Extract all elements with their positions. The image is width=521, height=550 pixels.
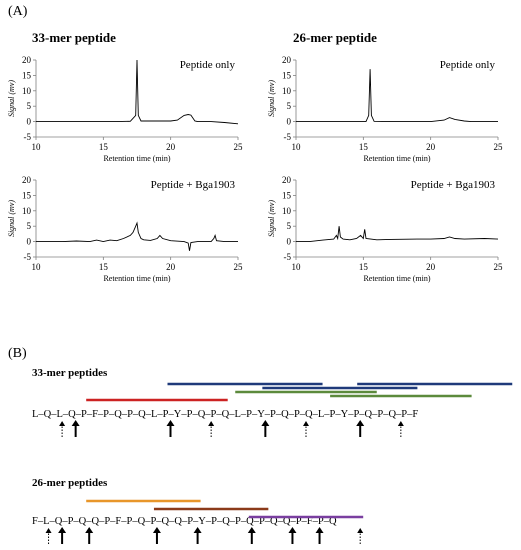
x-tick-label: 10 xyxy=(292,142,302,152)
x-tick-label: 25 xyxy=(494,142,504,152)
y-tick-label: 20 xyxy=(22,175,32,185)
series-line xyxy=(36,221,238,251)
y-tick-label: 15 xyxy=(282,70,292,80)
series-line xyxy=(296,226,499,243)
series-line xyxy=(296,69,498,123)
solid-arrow-head xyxy=(247,527,256,533)
y-tick-label: 0 xyxy=(27,237,32,247)
x-tick-label: 25 xyxy=(234,142,244,152)
y-tick-label: 10 xyxy=(22,86,32,96)
dotted-arrow-head xyxy=(303,421,309,426)
chart-26mer-peptide-bga1903: -5 0 5 10 15 20 10 15 20 25 Retention time (min) Si… xyxy=(267,175,504,283)
y-axis-label: Signal (mv) xyxy=(7,80,16,117)
series-line xyxy=(36,59,239,125)
y-axis-label: Signal (mv) xyxy=(267,200,276,237)
sequence-33-diagram: L–Q–L–Q–P–F–P–Q–P–Q–L–P–Y–P–Q–P–Q–L–P–Y–… xyxy=(32,382,513,437)
solid-arrow-head xyxy=(166,420,175,426)
x-tick-label: 15 xyxy=(99,262,109,272)
y-tick-label: -5 xyxy=(284,252,292,262)
dotted-arrow-head xyxy=(208,421,215,426)
dotted-arrow-head xyxy=(357,528,364,533)
sequence-text: L–Q–L–Q–P–F–P–Q–P–Q–L–P–Y–P–Q–P–Q–L–P–Y–… xyxy=(32,409,418,420)
chart-26mer-peptide-only: -5 0 5 10 15 20 10 15 20 25 Retention time (min) Si… xyxy=(267,55,504,163)
y-tick-label: 5 xyxy=(27,101,32,111)
y-tick-label: 5 xyxy=(27,221,32,231)
panel-b-label: (B) xyxy=(8,346,27,361)
solid-arrow-head xyxy=(58,527,67,533)
chart-33mer-peptide-bga1903: -5 0 5 10 15 20 10 15 20 25 Retention time (min) Si… xyxy=(7,175,244,283)
x-tick-label: 10 xyxy=(32,262,42,272)
solid-arrow-head xyxy=(193,527,202,533)
legend-label: Peptide only xyxy=(440,59,496,71)
y-tick-label: 5 xyxy=(287,221,292,231)
x-axis-label: Retention time (min) xyxy=(363,274,430,283)
solid-arrow-head xyxy=(152,527,161,533)
x-tick-label: 25 xyxy=(494,262,504,272)
sequence-33-title: 33-mer peptides xyxy=(32,367,108,379)
x-tick-label: 15 xyxy=(359,262,369,272)
y-tick-label: 15 xyxy=(282,190,292,200)
y-tick-label: 15 xyxy=(22,190,32,200)
y-axis-label: Signal (mv) xyxy=(7,200,16,237)
y-tick-label: 0 xyxy=(27,117,32,127)
chart-title-33mer: 33-mer peptide xyxy=(32,30,116,45)
dotted-arrow-head xyxy=(59,421,66,426)
x-tick-label: 20 xyxy=(426,262,436,272)
x-tick-label: 10 xyxy=(292,262,302,272)
x-axis-label: Retention time (min) xyxy=(103,274,170,283)
x-tick-label: 15 xyxy=(359,142,369,152)
y-tick-label: 5 xyxy=(287,101,292,111)
sequence-text: F–L–Q–P–Q–Q–P–F–P–Q–P–Q–Q–P–Y–P–Q–P–Q–P–… xyxy=(32,516,337,527)
dotted-arrow-head xyxy=(397,421,404,426)
y-tick-label: 0 xyxy=(287,117,292,127)
y-tick-label: 20 xyxy=(282,55,292,65)
dotted-arrow-head xyxy=(45,528,52,533)
x-tick-label: 20 xyxy=(426,142,436,152)
x-tick-label: 15 xyxy=(99,142,109,152)
y-tick-label: 15 xyxy=(22,70,32,80)
legend-label: Peptide + Bga1903 xyxy=(411,179,496,191)
legend-label: Peptide + Bga1903 xyxy=(151,179,236,191)
panel-a-label: (A) xyxy=(8,4,28,19)
chart-title-26mer: 26-mer peptide xyxy=(293,30,377,45)
y-tick-label: 0 xyxy=(287,237,292,247)
x-tick-label: 10 xyxy=(32,142,42,152)
y-tick-label: 10 xyxy=(282,86,292,96)
legend-label: Peptide only xyxy=(180,59,236,71)
y-tick-label: -5 xyxy=(24,252,32,262)
sequence-26-title: 26-mer peptides xyxy=(32,477,108,489)
x-axis-label: Retention time (min) xyxy=(363,154,430,163)
y-tick-label: -5 xyxy=(284,132,292,142)
x-axis-label: Retention time (min) xyxy=(103,154,170,163)
x-tick-label: 20 xyxy=(166,262,176,272)
x-tick-label: 25 xyxy=(234,262,244,272)
solid-arrow-head xyxy=(71,420,80,426)
sequence-26-diagram: F–L–Q–P–Q–Q–P–F–P–Q–P–Q–Q–P–Y–P–Q–P–Q–P–… xyxy=(32,499,364,544)
y-tick-label: -5 xyxy=(24,132,32,142)
solid-arrow-head xyxy=(288,527,297,533)
y-tick-label: 20 xyxy=(22,55,32,65)
y-tick-label: 20 xyxy=(282,175,292,185)
solid-arrow-head xyxy=(261,420,270,426)
y-axis-label: Signal (mv) xyxy=(267,80,276,117)
chart-33mer-peptide-only: -5 0 5 10 15 20 10 15 20 25 Retention time (min) Si… xyxy=(7,55,244,163)
y-tick-label: 10 xyxy=(22,206,32,216)
solid-arrow-head xyxy=(85,527,94,533)
y-tick-label: 10 xyxy=(282,206,292,216)
solid-arrow-head xyxy=(315,527,324,533)
solid-arrow-head xyxy=(356,420,365,426)
x-tick-label: 20 xyxy=(166,142,176,152)
